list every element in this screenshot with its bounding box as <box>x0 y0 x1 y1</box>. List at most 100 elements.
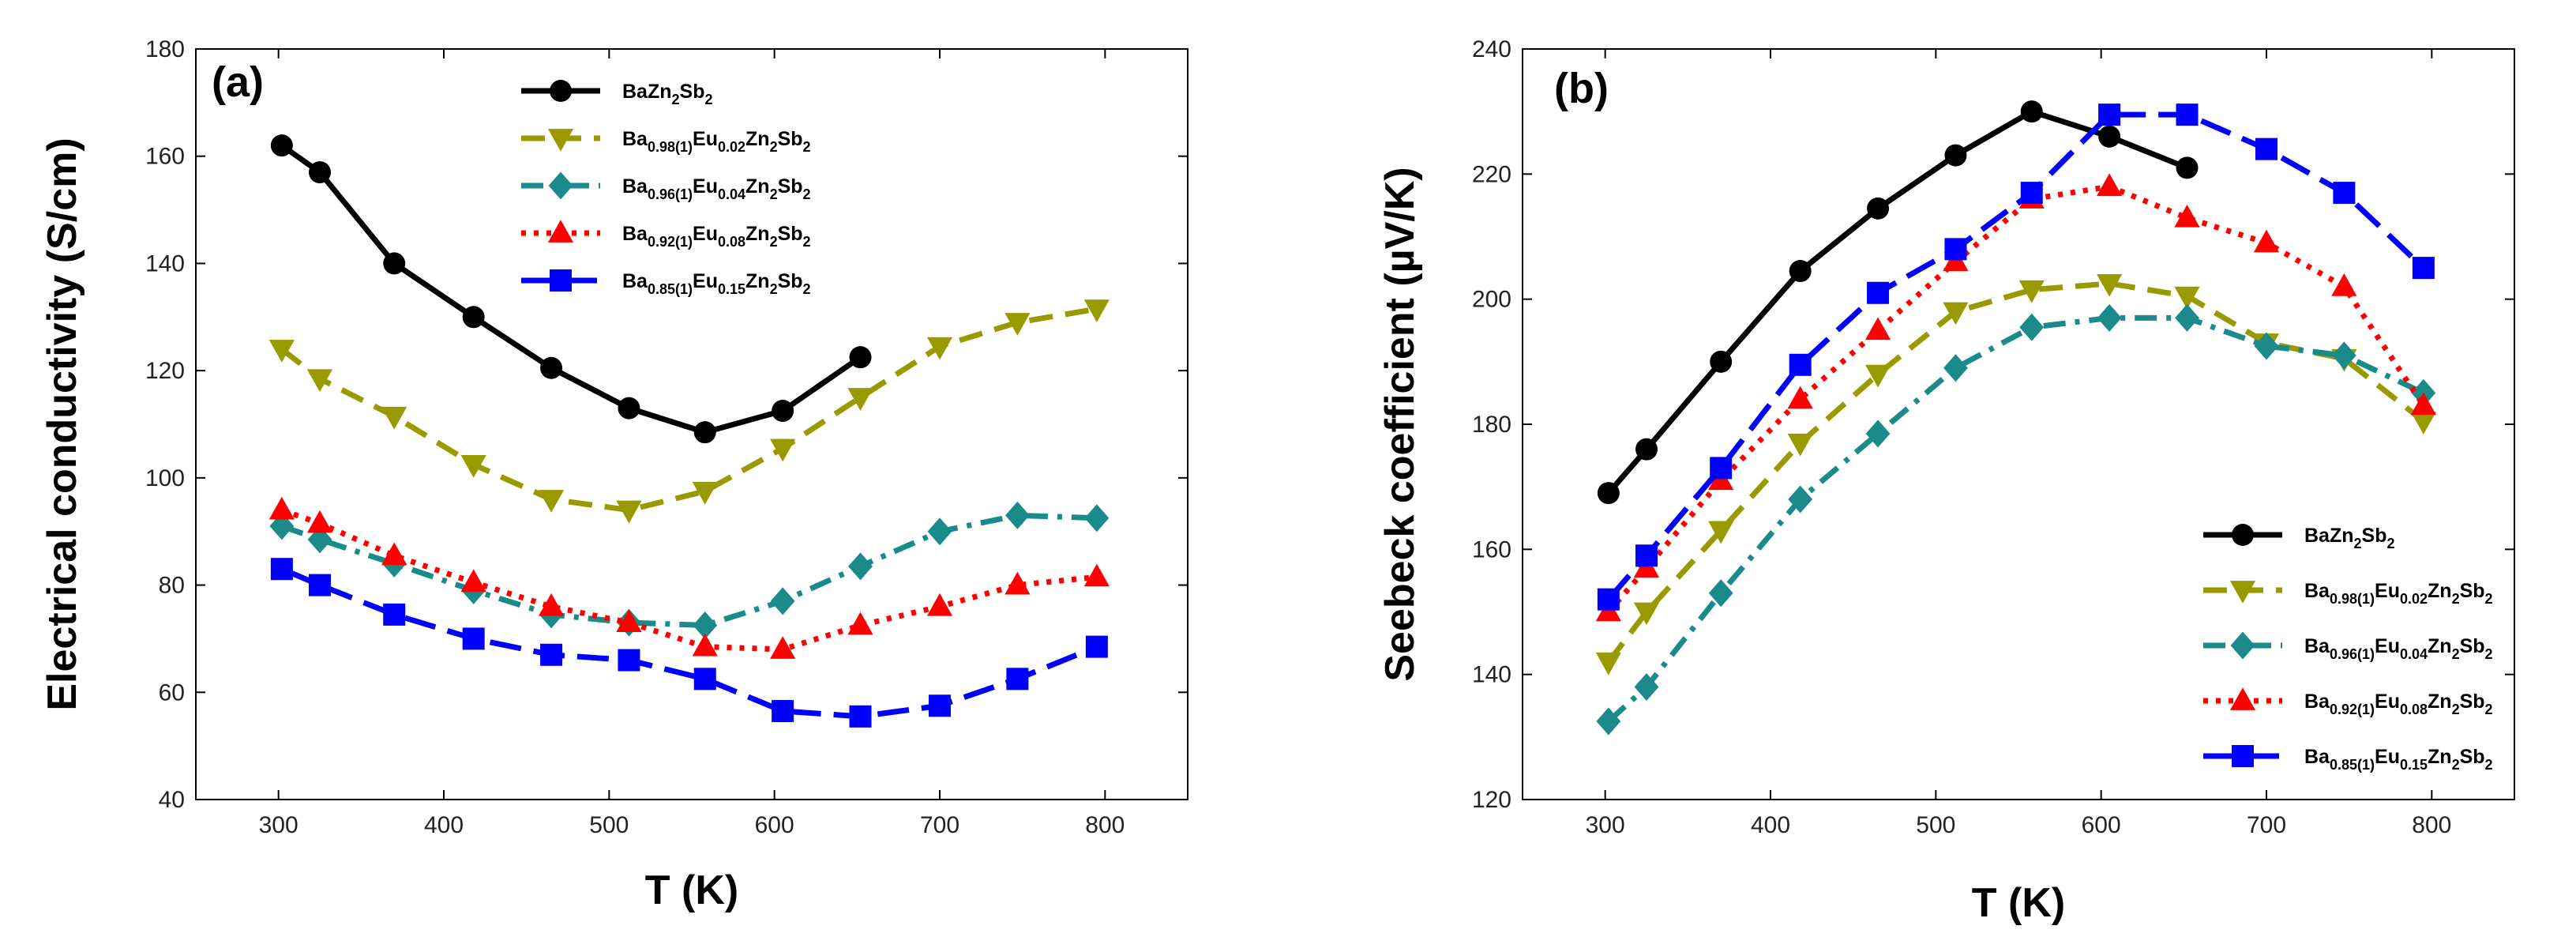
panel-a-y-tick-label: 160 <box>145 144 185 170</box>
panel-a-data-point <box>849 346 872 369</box>
panel-b-data-point <box>1943 354 1968 382</box>
panel-a-data-point <box>538 593 565 616</box>
panel-a-y-tick-label: 60 <box>159 679 185 706</box>
panel-b-data-point <box>2019 313 2045 341</box>
panel-a-y-tick-label: 120 <box>145 358 185 384</box>
panel-b-data-point <box>1597 482 1620 505</box>
panel-a-plot-frame <box>195 48 1188 800</box>
panel-b-data-point <box>2176 156 2199 179</box>
panel-b-data-point <box>1943 302 1969 326</box>
panel-b-data-point <box>1635 438 1658 461</box>
panel-b-data-point <box>1789 353 1812 376</box>
panel-b-data-point <box>1708 521 1734 544</box>
panel-a-series-2 <box>269 501 1110 639</box>
panel-b-data-point <box>1633 602 1660 626</box>
panel-a-legend-label: Ba0.92(1)​Eu0.08​Zn2​Sb2​ <box>622 223 811 250</box>
panel-a-data-point <box>692 481 718 505</box>
panel-b-data-point <box>2175 303 2199 332</box>
panel-a-data-point <box>847 611 873 635</box>
panel-b-data-point <box>2018 280 2045 303</box>
panel-b-legend-marker <box>2232 524 2254 546</box>
panel-a-data-point <box>460 454 486 478</box>
panel-b-x-tick-label: 600 <box>2082 812 2121 838</box>
panel-a-data-point <box>847 388 873 411</box>
panel-a-data-point <box>1084 504 1110 532</box>
panel-a-x-tick-label: 500 <box>589 812 629 838</box>
panel-a-series-3 <box>268 496 1110 659</box>
panel-a-x-tick-label: 600 <box>755 812 794 838</box>
panel-b-data-point <box>2331 273 2357 296</box>
panel-b-data-point <box>2255 137 2277 160</box>
panel-b-data-point <box>1788 485 1813 514</box>
panel-a-data-point <box>772 400 794 423</box>
panel-a-data-point <box>693 668 716 691</box>
panel-a-data-point <box>306 369 333 393</box>
panel-b-series-line <box>1606 108 2188 495</box>
panel-b-data-point <box>1944 144 1967 167</box>
panel-b-series-line <box>1606 314 2425 724</box>
panel-b-data-point <box>1597 588 1620 611</box>
panel-a-data-point <box>693 611 718 639</box>
panel-b-data-point <box>1864 364 1891 388</box>
panel-b-legend-marker <box>2230 631 2255 660</box>
panel-a-data-point <box>538 490 565 513</box>
panel-b-data-point <box>1864 317 1891 341</box>
panel-a-legend-marker <box>547 129 574 152</box>
panel-a-legend-label: Ba0.98(1)​Eu0.02​Zn2​Sb2​ <box>622 128 811 155</box>
panel-a-data-point <box>1083 563 1110 587</box>
panel-a-series-line <box>280 507 1098 653</box>
panel-b-series-line <box>1606 111 2426 601</box>
panel-b-data-point <box>1595 652 1621 675</box>
panel-a-data-point <box>306 510 333 533</box>
panel-a-y-tick-label: 180 <box>145 36 185 62</box>
panel-b-legend-marker <box>2229 687 2256 710</box>
panel-a-data-point <box>848 552 873 581</box>
panel-a-legend-marker <box>550 269 572 292</box>
panel-b-y-tick-label: 240 <box>1472 36 1511 62</box>
panel-b-data-point <box>2253 229 2280 253</box>
panel-b-legend-label: Ba0.96(1)​Eu0.04​Zn2​Sb2​ <box>2304 635 2493 662</box>
panel-a-data-point <box>618 649 640 672</box>
panel-a-data-point <box>927 517 952 546</box>
panel-b-seebeck-chart: (b) T (K) Seebeck coefficient (µV/K) 300… <box>1377 36 2515 926</box>
panel-b-data-point <box>1596 707 1621 736</box>
panel-a-data-point <box>383 603 406 626</box>
panel-a-data-point <box>770 636 796 659</box>
panel-b-data-point <box>1710 457 1733 480</box>
panel-b-legend-label: Ba0.98(1)​Eu0.02​Zn2​Sb2​ <box>2304 580 2493 607</box>
panel-a-data-point <box>540 643 563 666</box>
panel-b-data-point <box>2097 273 2123 297</box>
panel-a-legend-label: Ba0.85(1)​Eu0.15​Zn2​Sb2​ <box>622 270 811 297</box>
panel-b-data-point <box>1708 579 1733 608</box>
panel-b-data-point <box>1944 238 1967 261</box>
panel-b-series-3 <box>1595 173 2436 622</box>
panel-a-data-point <box>693 421 716 444</box>
panel-a-data-point <box>618 397 640 420</box>
panel-a-data-point <box>381 406 407 430</box>
panel-a-data-point <box>381 542 407 566</box>
panel-b-data-point <box>2412 257 2435 280</box>
panel-a-data-point <box>1004 501 1030 529</box>
panel-a-y-axis-title: Electrical conductivity (S/cm) <box>39 137 85 710</box>
panel-a-data-point <box>268 340 295 363</box>
panel-a-data-point <box>460 569 486 593</box>
panel-a-data-point <box>926 593 953 616</box>
panel-a-label: (a) <box>212 58 264 106</box>
panel-a-x-tick-label: 800 <box>1085 812 1125 838</box>
panel-a-data-point <box>462 306 485 329</box>
panel-a-legend-label: Ba0.96(1)​Eu0.04​Zn2​Sb2​ <box>622 175 811 202</box>
panel-b-data-point <box>2097 173 2123 197</box>
panel-b-data-point <box>2020 100 2043 123</box>
panel-a-x-tick-label: 700 <box>920 812 959 838</box>
panel-b-data-point <box>2333 182 2356 205</box>
panel-a-data-point <box>849 705 872 728</box>
panel-b-label: (b) <box>1554 65 1609 112</box>
panel-b-x-axis-title: T (K) <box>1972 880 2065 926</box>
panel-a-series-line <box>280 512 1097 628</box>
panel-a-data-point <box>1004 313 1031 336</box>
panel-a-data-point <box>1083 299 1110 322</box>
panel-a-data-point <box>462 627 485 650</box>
panel-b-y-tick-label: 220 <box>1472 161 1511 187</box>
panel-b-data-point <box>2097 303 2122 332</box>
panel-b-data-point <box>2020 182 2043 205</box>
